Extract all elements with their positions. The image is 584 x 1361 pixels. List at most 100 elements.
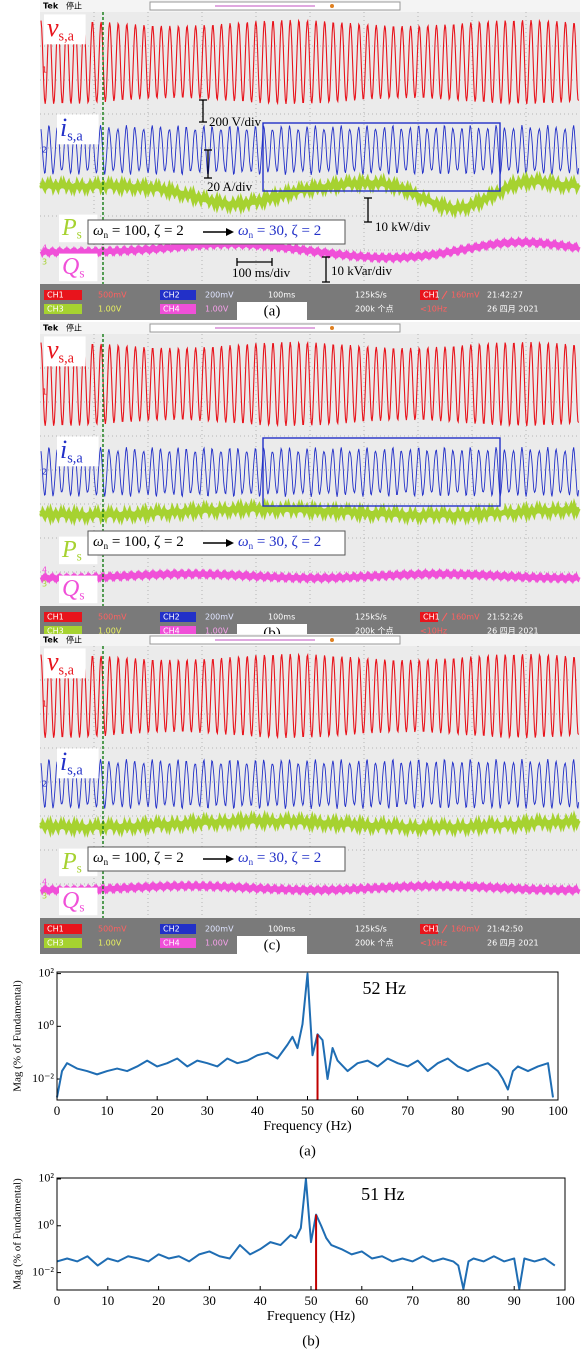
reactive-trace bbox=[41, 885, 579, 891]
label-subscript: s bbox=[77, 549, 82, 564]
label-symbol: P bbox=[61, 849, 77, 875]
status-value: 100ms bbox=[268, 613, 295, 622]
channel-marker: 4 bbox=[42, 566, 47, 575]
omega: ω bbox=[93, 534, 104, 550]
label-symbol: v bbox=[47, 335, 59, 364]
channel-marker: 4 bbox=[42, 244, 47, 253]
x-tick-label: 40 bbox=[251, 1103, 264, 1118]
figure: Tek停止1243vs,ais,aPsQsωn = 100, ζ = 2ωn =… bbox=[0, 0, 584, 1361]
header-state: 停止 bbox=[66, 323, 82, 333]
omega: ω bbox=[238, 223, 249, 239]
x-tick-label: 50 bbox=[305, 1293, 318, 1308]
scale-label: 200 V/div bbox=[209, 114, 262, 129]
channel-name: CH1 bbox=[423, 291, 440, 300]
label-symbol: v bbox=[47, 13, 59, 42]
x-tick-label: 80 bbox=[457, 1293, 470, 1308]
status-value: 125kS/s bbox=[355, 613, 387, 622]
omega: ω bbox=[238, 534, 249, 550]
x-tick-label: 80 bbox=[451, 1103, 464, 1118]
status-value: 1.00V bbox=[205, 939, 229, 948]
y-axis-label: Mag (% of Fundamental) bbox=[12, 1178, 24, 1290]
y-tick-label: 10⁰ bbox=[37, 1018, 54, 1032]
scale-label: 20 A/div bbox=[207, 179, 253, 194]
omega: ω bbox=[93, 850, 104, 866]
channel-name: CH1 bbox=[47, 291, 64, 300]
status-value: 1.00V bbox=[98, 305, 122, 314]
status-value: 125kS/s bbox=[355, 925, 387, 934]
label-subscript: s,a bbox=[67, 451, 83, 467]
plot-frame bbox=[57, 972, 558, 1100]
status-value: 1.00V bbox=[98, 939, 122, 948]
label-symbol: v bbox=[47, 647, 59, 676]
omega: ω bbox=[238, 850, 249, 866]
x-tick-label: 100 bbox=[548, 1103, 568, 1118]
status-value: <10Hz bbox=[420, 305, 447, 314]
status-value: <10Hz bbox=[420, 939, 447, 948]
status-value: 200mV bbox=[205, 291, 234, 300]
scale-label: 10 kW/div bbox=[375, 219, 431, 234]
channel-name: CH3 bbox=[47, 939, 64, 948]
x-axis-label: Frequency (Hz) bbox=[263, 1119, 352, 1134]
channel-name: CH1 bbox=[423, 613, 440, 622]
header-state: 停止 bbox=[66, 635, 82, 645]
x-tick-label: 100 bbox=[555, 1293, 575, 1308]
channel-marker: 1 bbox=[42, 388, 47, 397]
x-tick-label: 60 bbox=[355, 1293, 368, 1308]
label-subscript: s,a bbox=[59, 663, 75, 679]
status-value: 500mV bbox=[98, 613, 127, 622]
label-subscript: s bbox=[77, 227, 82, 242]
transition-value: = 100, ζ = 2 bbox=[108, 223, 184, 239]
caption: (c) bbox=[264, 937, 281, 953]
header-brand: Tek bbox=[43, 636, 59, 645]
status-value: 500mV bbox=[98, 291, 127, 300]
channel-name: CH4 bbox=[163, 939, 180, 948]
y-tick-label: 10⁻² bbox=[32, 1264, 54, 1278]
label-subscript: s bbox=[79, 266, 84, 281]
status-value: 1.00V bbox=[205, 305, 229, 314]
x-tick-label: 10 bbox=[101, 1103, 114, 1118]
label-symbol: Q bbox=[62, 254, 79, 280]
header-state: 停止 bbox=[66, 1, 82, 11]
channel-name: CH2 bbox=[163, 291, 180, 300]
status-value: 21:42:27 bbox=[487, 291, 523, 300]
x-tick-label: 20 bbox=[152, 1293, 165, 1308]
y-tick-label: 10⁰ bbox=[37, 1218, 54, 1232]
x-tick-label: 10 bbox=[101, 1293, 114, 1308]
status-bar bbox=[40, 918, 580, 954]
channel-marker: 2 bbox=[42, 468, 47, 477]
caption: (a) bbox=[299, 1143, 316, 1159]
status-value: 160mV bbox=[451, 291, 480, 300]
status-value: 125kS/s bbox=[355, 291, 387, 300]
y-tick-label: 10⁻² bbox=[32, 1071, 54, 1085]
x-tick-label: 0 bbox=[54, 1293, 61, 1308]
status-value: 21:42:50 bbox=[487, 925, 523, 934]
highlight-label: 51 Hz bbox=[361, 1184, 405, 1204]
status-value: 100ms bbox=[268, 291, 295, 300]
x-tick-label: 60 bbox=[351, 1103, 364, 1118]
channel-name: CH3 bbox=[47, 305, 64, 314]
x-tick-label: 40 bbox=[254, 1293, 267, 1308]
channel-marker: 2 bbox=[42, 780, 47, 789]
trigger-position bbox=[330, 638, 334, 642]
x-tick-label: 70 bbox=[401, 1103, 414, 1118]
x-tick-label: 0 bbox=[54, 1103, 61, 1118]
x-tick-label: 90 bbox=[508, 1293, 521, 1308]
label-symbol: Q bbox=[62, 888, 79, 914]
label-symbol: P bbox=[61, 215, 77, 241]
channel-marker: 2 bbox=[42, 146, 47, 155]
x-tick-label: 30 bbox=[203, 1293, 216, 1308]
label-subscript: s,a bbox=[59, 29, 75, 45]
label-subscript: s bbox=[77, 861, 82, 876]
trigger-position bbox=[330, 326, 334, 330]
channel-marker: 1 bbox=[42, 66, 47, 75]
x-tick-label: 30 bbox=[201, 1103, 214, 1118]
x-tick-label: 90 bbox=[501, 1103, 514, 1118]
channel-name: CH2 bbox=[163, 613, 180, 622]
label-subscript: s,a bbox=[59, 351, 75, 367]
channel-name: CH1 bbox=[47, 925, 64, 934]
spectrum-line bbox=[57, 1179, 555, 1289]
channel-name: CH2 bbox=[163, 925, 180, 934]
y-tick-label: 10² bbox=[38, 965, 54, 979]
reactive-trace bbox=[41, 573, 579, 579]
channel-marker: 4 bbox=[42, 878, 47, 887]
